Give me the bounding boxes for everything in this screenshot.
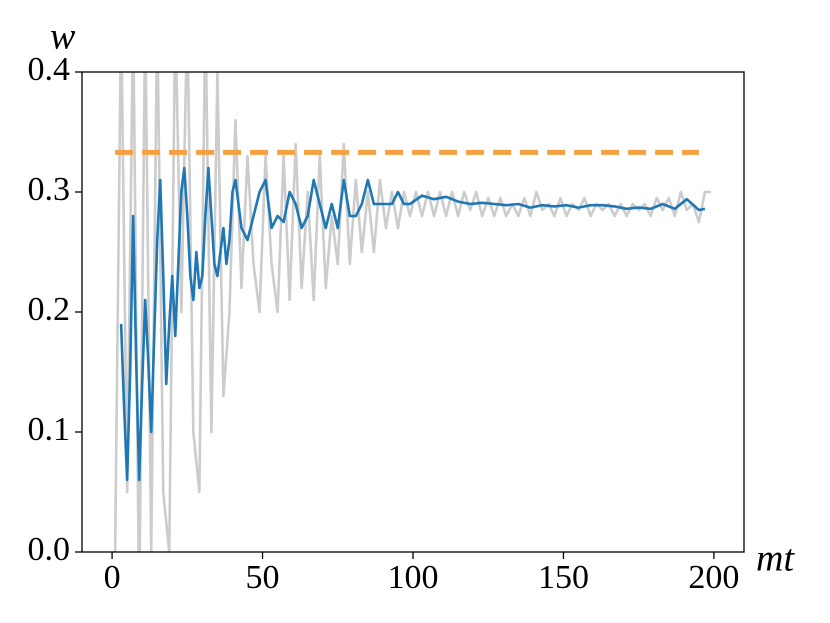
y-tick-label: 0.0 <box>28 531 71 568</box>
x-tick-label: 50 <box>246 559 280 596</box>
y-axis-label: w <box>50 16 76 58</box>
x-tick-label: 150 <box>538 559 589 596</box>
x-tick-label: 100 <box>388 559 439 596</box>
series-line <box>113 72 711 552</box>
x-axis-label: mt <box>756 538 795 580</box>
y-tick-label: 0.3 <box>28 171 71 208</box>
y-tick-label: 0.1 <box>28 411 71 448</box>
x-tick-label: 0 <box>104 559 121 596</box>
series-line <box>119 166 706 482</box>
x-tick-label: 200 <box>688 559 739 596</box>
y-tick-label: 0.2 <box>28 291 71 328</box>
y-tick-label: 0.4 <box>28 51 71 88</box>
plot-area <box>113 72 711 552</box>
